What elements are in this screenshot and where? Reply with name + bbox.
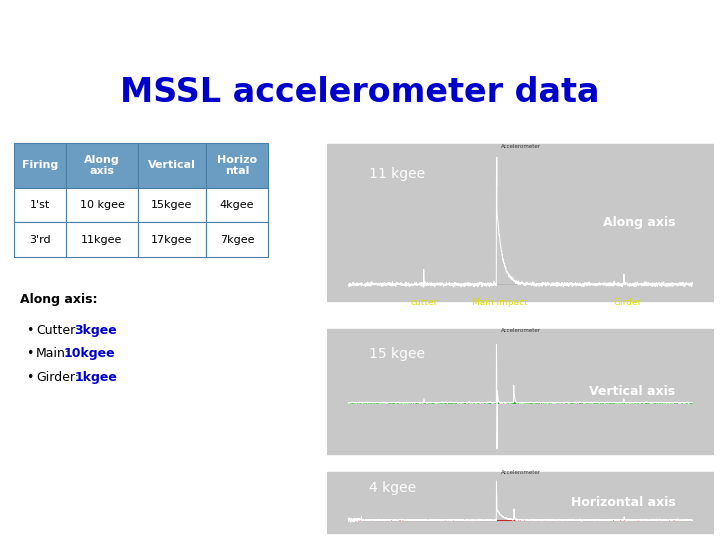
Text: 15 kgee: 15 kgee <box>369 347 425 361</box>
Text: Cutter:: Cutter: <box>36 323 79 336</box>
Text: 11kgee: 11kgee <box>81 235 122 245</box>
Text: Firing: Firing <box>22 160 58 171</box>
Text: 3'rd: 3'rd <box>30 235 51 245</box>
Text: 4kgee: 4kgee <box>220 200 254 210</box>
Bar <box>66 143 138 188</box>
Text: •: • <box>26 323 33 336</box>
Text: cutter: cutter <box>410 298 438 307</box>
Text: •: • <box>26 347 33 360</box>
Text: 4 kgee: 4 kgee <box>369 481 416 495</box>
Text: 7kgee: 7kgee <box>220 235 254 245</box>
Text: Girder:: Girder: <box>36 371 79 384</box>
Bar <box>66 222 138 257</box>
Bar <box>206 222 268 257</box>
Text: Main:: Main: <box>36 347 70 360</box>
Bar <box>206 188 268 222</box>
Text: Vertical axis: Vertical axis <box>590 384 675 397</box>
Bar <box>206 143 268 188</box>
Text: 10kgee: 10kgee <box>63 347 115 360</box>
Text: Along axis: Along axis <box>603 215 675 229</box>
Bar <box>66 188 138 222</box>
Text: Along axis:: Along axis: <box>20 293 97 307</box>
Bar <box>14 188 66 222</box>
Text: 1kgee: 1kgee <box>74 371 117 384</box>
Text: 15kgee: 15kgee <box>151 200 193 210</box>
Bar <box>14 143 66 188</box>
Text: ⌂UCL: ⌂UCL <box>634 11 702 35</box>
Text: 11 kgee: 11 kgee <box>369 167 425 181</box>
Text: •: • <box>26 371 33 384</box>
Text: Main impact: Main impact <box>472 298 528 307</box>
Text: 10 kgee: 10 kgee <box>80 200 125 210</box>
Text: MSSL accelerometer data: MSSL accelerometer data <box>120 76 600 109</box>
Text: Accelerometer: Accelerometer <box>500 144 541 150</box>
Text: 1'st: 1'st <box>30 200 50 210</box>
Text: Girder: Girder <box>613 298 642 307</box>
Text: 17kgee: 17kgee <box>151 235 193 245</box>
Text: Along
axis: Along axis <box>84 154 120 176</box>
Bar <box>14 222 66 257</box>
Text: Vertical: Vertical <box>148 160 196 171</box>
Text: Mullard Space Science Laboratory: Mullard Space Science Laboratory <box>9 16 302 30</box>
Bar <box>138 222 206 257</box>
Text: Accelerometer: Accelerometer <box>500 470 541 475</box>
Text: 3kgee: 3kgee <box>74 323 117 336</box>
Bar <box>138 143 206 188</box>
Text: Accelerometer: Accelerometer <box>500 328 541 333</box>
Text: Horizo
ntal: Horizo ntal <box>217 154 257 176</box>
Bar <box>138 188 206 222</box>
Text: Horizontal axis: Horizontal axis <box>571 496 675 509</box>
